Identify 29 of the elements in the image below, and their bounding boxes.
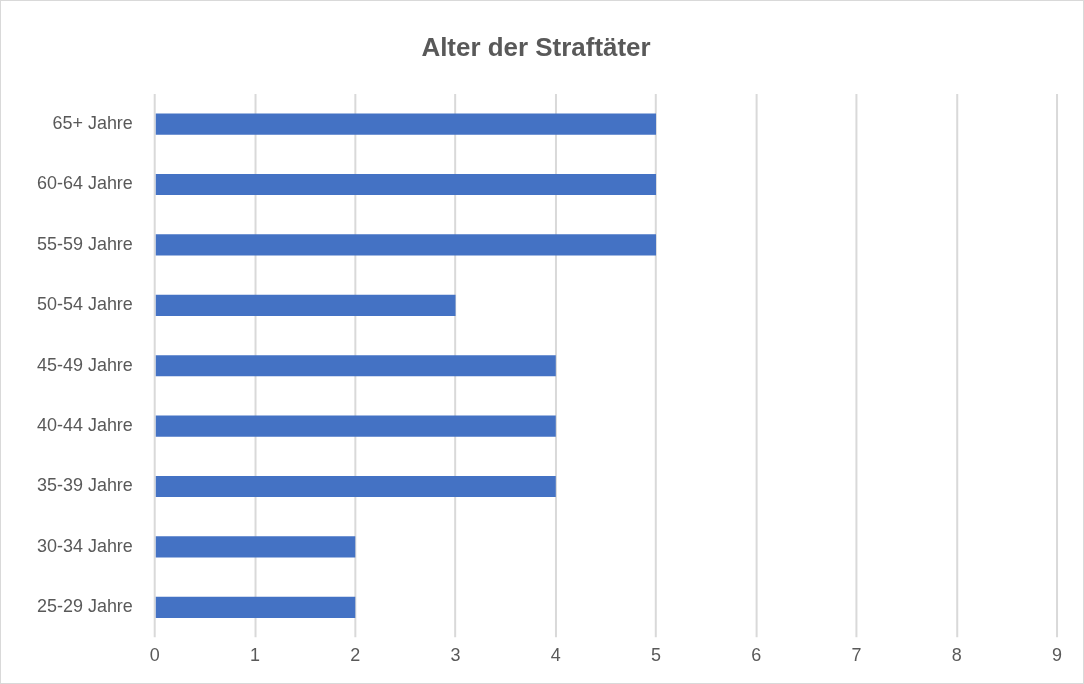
y-tick-label: 55-59 Jahre (37, 233, 133, 254)
x-tick-label: 6 (751, 645, 762, 666)
x-tick-label: 8 (951, 645, 962, 666)
x-tick-label: 0 (149, 645, 160, 666)
chart-title: Alter der Straftäter (421, 32, 651, 61)
x-tick-label: 7 (851, 645, 862, 666)
y-tick-label: 30-34 Jahre (37, 535, 133, 556)
x-tick-label: 1 (250, 645, 261, 666)
bar (155, 355, 556, 377)
bar (155, 475, 556, 498)
y-tick-label: 40-44 Jahre (37, 415, 133, 436)
x-tick-label: 5 (651, 645, 662, 666)
y-tick-label: 50-54 Jahre (37, 294, 133, 315)
y-tick-label: 60-64 Jahre (37, 173, 133, 194)
x-tick-label: 9 (1052, 645, 1063, 666)
y-tick-label: 45-49 Jahre (37, 354, 133, 375)
bar (155, 113, 657, 135)
y-tick-label: 65+ Jahre (52, 113, 133, 134)
bar (155, 294, 456, 316)
bar (155, 415, 556, 437)
bar (155, 536, 356, 558)
x-tick-label: 2 (350, 645, 361, 666)
x-tick-label: 4 (550, 645, 561, 666)
y-tick-label: 35-39 Jahre (37, 475, 133, 496)
bar (155, 596, 356, 618)
bar (155, 173, 657, 196)
x-tick-label: 3 (450, 645, 461, 666)
bar (155, 234, 657, 256)
y-tick-label: 25-29 Jahre (37, 596, 133, 617)
